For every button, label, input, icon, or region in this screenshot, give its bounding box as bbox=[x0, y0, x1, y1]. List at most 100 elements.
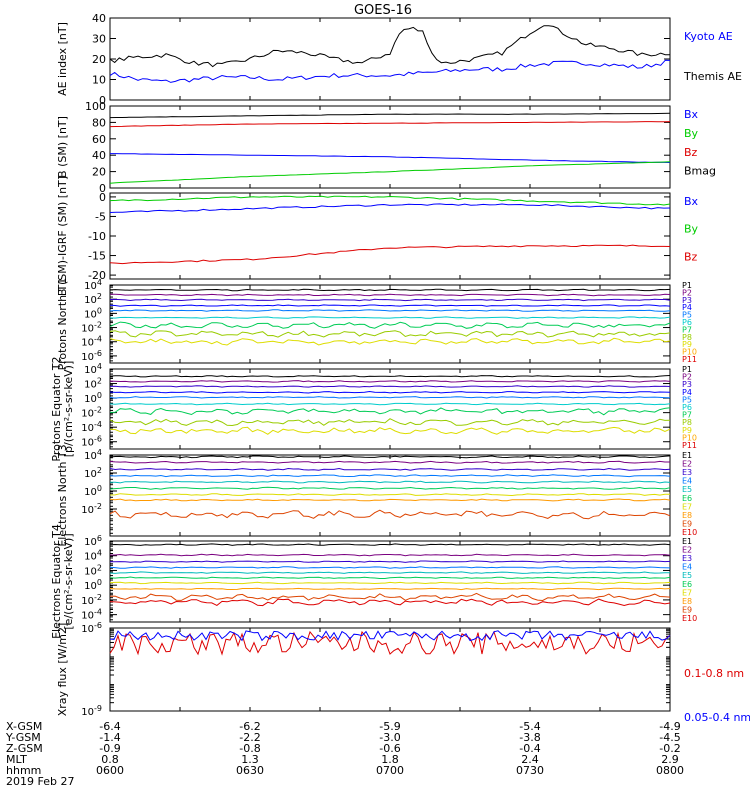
axis-row-value: -3.0 bbox=[379, 731, 400, 744]
panel-frame bbox=[109, 540, 671, 623]
legend-entry: E6 bbox=[682, 494, 692, 503]
panel-0: 0 10 20 30 40 Kyoto AE Themis AE AE index [nT] bbox=[56, 12, 742, 107]
y-axis-label: B (SM)-IGRF (SM) [nT] bbox=[56, 176, 69, 296]
y-tick-label: 40 bbox=[92, 12, 106, 25]
y-tick-label: 80 bbox=[92, 116, 106, 129]
legend-entry: By bbox=[684, 127, 699, 140]
y-tick-label: 104 bbox=[84, 549, 102, 563]
y-axis-label: B (SM) [nT] bbox=[56, 116, 69, 178]
y-tick-label: 40 bbox=[92, 149, 106, 162]
legend-entry: E1 bbox=[682, 537, 692, 546]
panel-1: 0 20 40 60 80 100 Bx By Bz Bmag B (SM) [nT] bbox=[56, 100, 716, 195]
legend-entry: P8 bbox=[682, 333, 692, 342]
y-tick-label: 104 bbox=[84, 362, 102, 376]
legend-entry: P9 bbox=[682, 426, 692, 435]
y-tick-label: 10-6 bbox=[81, 621, 102, 635]
series-e1 bbox=[109, 455, 671, 459]
axis-row-value: 1.3 bbox=[241, 753, 259, 766]
series-e4 bbox=[109, 474, 671, 478]
panel-frame bbox=[109, 17, 671, 101]
axis-row-value: -1.4 bbox=[99, 731, 120, 744]
series-e7 bbox=[109, 581, 671, 585]
y-tick-label: 10 bbox=[92, 74, 106, 87]
y-tick-label: 100 bbox=[84, 484, 102, 498]
series-p9 bbox=[109, 426, 671, 435]
series-bz bbox=[109, 121, 671, 128]
legend-entry: E3 bbox=[682, 554, 692, 563]
panel-7: 10-9 10-6 0.1-0.8 nm 0.05-0.4 nm Xray flux [… bbox=[56, 621, 750, 724]
series-e3 bbox=[110, 560, 671, 563]
series-p1 bbox=[109, 375, 671, 378]
series-e9 bbox=[109, 509, 671, 520]
axis-row-value: -4.9 bbox=[659, 720, 680, 733]
legend-entry: E8 bbox=[682, 597, 692, 606]
y-tick-label: 10-6 bbox=[81, 435, 102, 449]
legend-entry: P10 bbox=[682, 433, 697, 442]
legend-entry: P7 bbox=[682, 325, 692, 334]
legend-entry: E5 bbox=[682, 485, 692, 494]
y-tick-label: 100 bbox=[84, 578, 102, 592]
legend-entry: P1 bbox=[682, 281, 692, 290]
y-tick-label: 104 bbox=[84, 278, 102, 292]
axis-row-value: 2.9 bbox=[661, 753, 679, 766]
series-p6 bbox=[109, 402, 671, 406]
panel-frame bbox=[109, 105, 671, 189]
axis-row-value: 2.4 bbox=[521, 753, 539, 766]
axis-row-value: -0.6 bbox=[379, 742, 400, 755]
legend-entry: E6 bbox=[682, 580, 692, 589]
series-e7 bbox=[109, 493, 671, 497]
y-tick-label: -10 bbox=[88, 230, 106, 243]
series-p3 bbox=[109, 385, 671, 388]
y-tick-label: 10-2 bbox=[81, 502, 102, 516]
series-bx bbox=[110, 153, 671, 163]
y-axis-label: Xray flux [W/m2] bbox=[56, 623, 69, 717]
legend-entry: Bz bbox=[684, 146, 698, 159]
axis-row-value: 0700 bbox=[376, 764, 404, 777]
y-tick-label: 10-6 bbox=[81, 349, 102, 363]
legend-entry: P1 bbox=[682, 365, 692, 374]
y-tick-label: 100 bbox=[84, 306, 102, 320]
axis-row-label: MLT bbox=[6, 753, 27, 766]
legend-entry: E7 bbox=[682, 502, 692, 511]
series-e3 bbox=[109, 467, 671, 471]
panel-2: -20 -15 -10 -5 0 Bx By Bz B (SM)-IGRF (SM) [nT] bbox=[56, 176, 699, 296]
series-p3 bbox=[109, 298, 671, 302]
y-tick-label: 102 bbox=[84, 292, 102, 306]
y-tick-label: 100 bbox=[84, 391, 102, 405]
legend-entry: P10 bbox=[682, 348, 697, 357]
series-p4 bbox=[109, 304, 671, 307]
axis-row-value: 0630 bbox=[236, 764, 264, 777]
y-tick-label: 30 bbox=[92, 33, 106, 46]
axis-row-value: -4.5 bbox=[659, 731, 680, 744]
legend-entry: P3 bbox=[682, 296, 692, 305]
legend-entry: P6 bbox=[682, 318, 692, 327]
axis-row-value: -5.9 bbox=[379, 720, 400, 733]
axis-row-value: 0730 bbox=[516, 764, 544, 777]
axis-row-label: hhmm bbox=[6, 764, 41, 777]
y-tick-label: 10-9 bbox=[81, 704, 102, 718]
series-p9 bbox=[109, 337, 671, 346]
series-by bbox=[109, 195, 671, 206]
legend-entry: Themis AE bbox=[683, 70, 742, 83]
legend-entry: P2 bbox=[682, 373, 692, 382]
axis-row-label: X-GSM bbox=[6, 720, 42, 733]
series-bz bbox=[109, 244, 671, 265]
legend-entry: E7 bbox=[682, 588, 692, 597]
y-tick-label: 102 bbox=[84, 377, 102, 391]
axis-row-value: -0.9 bbox=[99, 742, 120, 755]
legend-entry: P7 bbox=[682, 411, 692, 420]
legend-entry: E3 bbox=[682, 468, 692, 477]
y-tick-label: 10-2 bbox=[81, 321, 102, 335]
series-kyoto-ae bbox=[109, 59, 671, 83]
legend-entry: By bbox=[684, 223, 699, 236]
series-e2 bbox=[109, 460, 670, 464]
legend-entry: Kyoto AE bbox=[684, 30, 733, 43]
series-p5 bbox=[109, 396, 671, 399]
legend-entry: E5 bbox=[682, 571, 692, 580]
panel-frame bbox=[109, 454, 671, 537]
series-e8 bbox=[109, 498, 671, 502]
y-axis-label: [e/(cm²-s-sr-keV)] bbox=[62, 533, 75, 629]
legend-entry: E9 bbox=[682, 519, 692, 528]
